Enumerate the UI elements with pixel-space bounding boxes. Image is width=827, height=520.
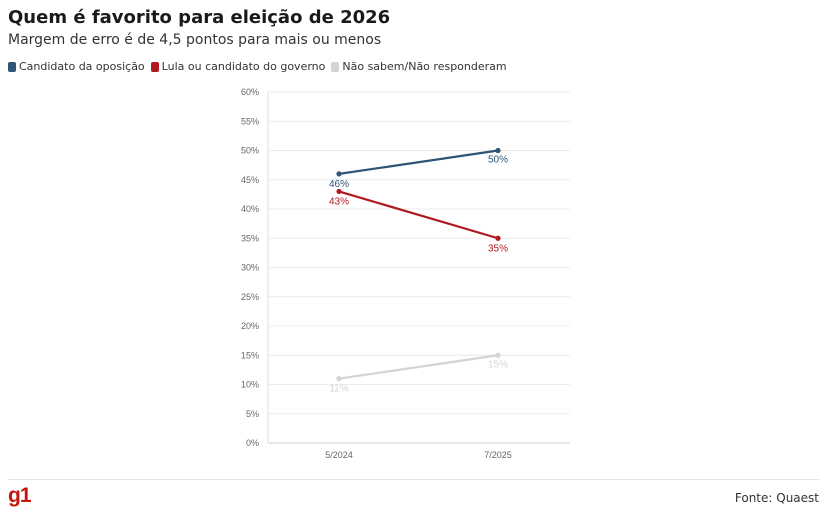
legend-item-oposicao[interactable]: Candidato da oposição	[8, 60, 145, 73]
data-point	[495, 352, 501, 358]
data-point	[336, 171, 342, 177]
y-tick-label: 35%	[241, 233, 259, 243]
y-tick-label: 50%	[241, 146, 259, 156]
legend-swatch-oposicao	[8, 61, 16, 72]
y-tick-label: 25%	[241, 292, 259, 302]
x-tick-label: 5/2024	[325, 450, 353, 460]
y-tick-label: 0%	[246, 438, 259, 448]
data-point	[495, 235, 501, 241]
y-tick-label: 5%	[246, 409, 259, 419]
legend-swatch-governo	[150, 61, 159, 72]
data-label: 50%	[488, 155, 508, 166]
data-label: 15%	[488, 359, 508, 370]
data-label: 35%	[488, 243, 508, 254]
data-point	[495, 147, 501, 154]
data-point	[336, 188, 342, 195]
legend-item-nao-sabem[interactable]: Não sabem/Não responderam	[331, 60, 507, 73]
y-tick-label: 60%	[241, 87, 259, 97]
y-tick-label: 40%	[241, 204, 259, 214]
series-line	[337, 149, 500, 175]
series-line	[337, 190, 500, 240]
y-tick-label: 30%	[241, 263, 259, 273]
chart-legend: Candidato da oposição Lula ou candidato …	[8, 60, 513, 73]
y-tick-label: 15%	[241, 350, 259, 360]
data-label: 11%	[329, 384, 348, 395]
y-tick-label: 55%	[241, 116, 259, 126]
series-line	[337, 354, 500, 380]
g1-logo: g1	[8, 484, 31, 507]
chart-title: Quem é favorito para eleição de 2026	[8, 7, 391, 28]
legend-label-governo: Lula ou candidato do governo	[161, 60, 326, 73]
data-label: 43%	[329, 196, 349, 207]
legend-swatch-nao-sabem	[331, 61, 340, 72]
source-note: Fonte: Quaest	[734, 491, 819, 505]
chart-subtitle: Margem de erro é de 4,5 pontos para mais…	[8, 32, 382, 48]
footer-divider	[8, 479, 819, 480]
line-chart: 0% 5% 10% 15% 20% 25% 30% 35% 40% 45% 50% 55% 60% 5/2…	[241, 87, 570, 460]
y-tick-label: 45%	[241, 175, 259, 185]
y-tick-label: 10%	[241, 380, 259, 390]
data-label: 46%	[329, 179, 349, 190]
legend-label-oposicao: Candidato da oposição	[19, 60, 145, 73]
x-tick-label: 7/2025	[484, 450, 512, 460]
data-point	[336, 376, 342, 382]
legend-item-governo[interactable]: Lula ou candidato do governo	[150, 60, 326, 73]
y-tick-label: 20%	[241, 321, 259, 331]
legend-label-nao-sabem: Não sabem/Não responderam	[342, 60, 507, 73]
